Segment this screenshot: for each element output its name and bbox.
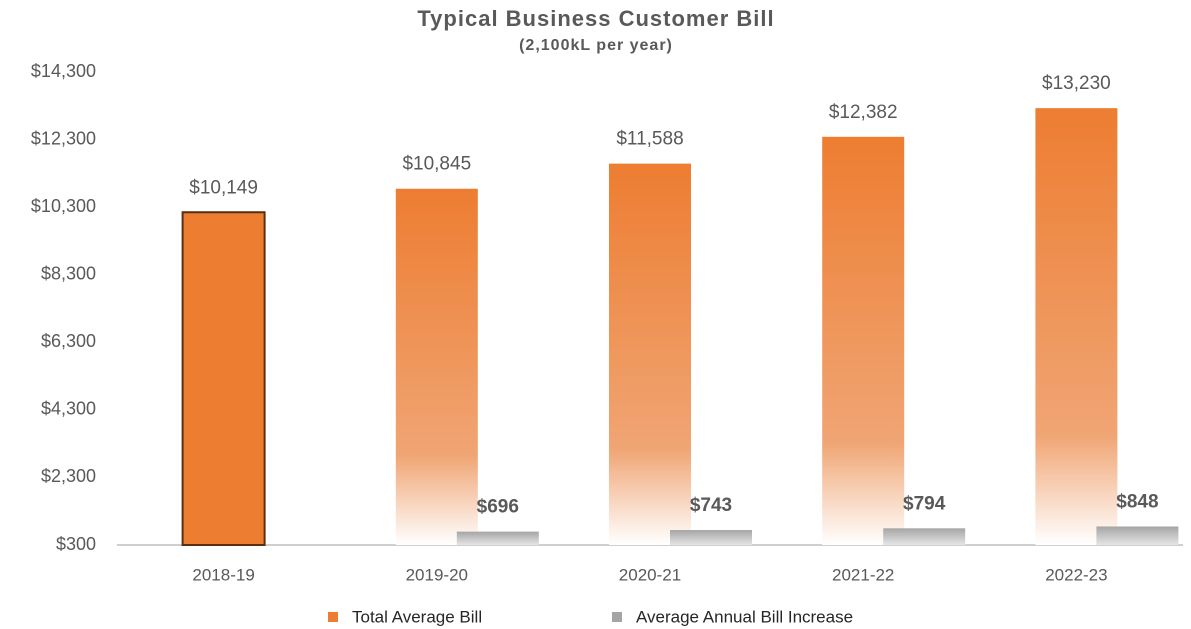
y-tick-label: $8,300: [41, 263, 96, 283]
chart-subtitle: (2,100kL per year): [519, 37, 673, 54]
chart-title: Typical Business Customer Bill: [417, 6, 774, 31]
data-label: $10,845: [402, 154, 471, 175]
bar: [456, 531, 539, 545]
legend-label: Total Average Bill: [352, 607, 482, 626]
x-tick-label: 2021-22: [832, 565, 894, 584]
bar: [395, 188, 478, 545]
data-label: $743: [690, 495, 732, 516]
bar: [883, 528, 966, 545]
bar: [822, 136, 905, 545]
x-tick-label: 2018-19: [192, 565, 254, 584]
bar: [181, 211, 266, 546]
data-label: $10,149: [189, 177, 258, 198]
data-label: $11,588: [616, 129, 683, 150]
y-tick-label: $4,300: [41, 399, 96, 419]
x-tick-label: 2022-23: [1045, 565, 1107, 584]
legend-swatch: [612, 612, 622, 622]
legend-swatch: [328, 612, 338, 622]
bar: [1096, 526, 1179, 545]
data-label: $696: [477, 497, 519, 518]
bar: [609, 163, 691, 545]
x-tick-label: 2020-21: [619, 565, 681, 584]
y-tick-label: $300: [56, 534, 96, 554]
x-tick-label: 2019-20: [406, 565, 468, 584]
y-tick-label: $10,300: [31, 196, 96, 216]
bar: [670, 530, 752, 545]
bar: [1035, 108, 1118, 546]
y-tick-label: $12,300: [31, 128, 96, 148]
data-label: $13,230: [1042, 73, 1111, 94]
data-label: $848: [1116, 492, 1158, 513]
y-tick-label: $6,300: [41, 331, 96, 351]
data-label: $12,382: [829, 102, 898, 123]
legend-label: Average Annual Bill Increase: [636, 607, 853, 626]
y-tick-label: $14,300: [31, 61, 96, 81]
y-tick-label: $2,300: [41, 466, 96, 486]
data-label: $794: [903, 493, 946, 514]
